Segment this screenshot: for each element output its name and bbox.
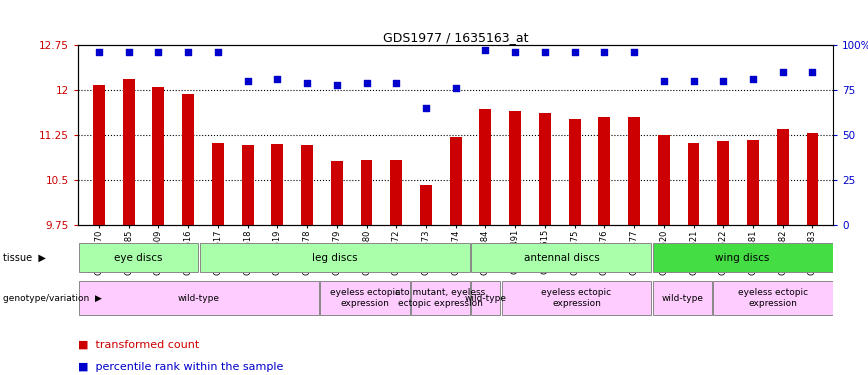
Bar bbox=[777, 129, 789, 225]
Bar bbox=[806, 133, 819, 225]
Point bbox=[92, 49, 106, 55]
Point bbox=[151, 49, 165, 55]
Point bbox=[330, 82, 344, 88]
Text: ■  transformed count: ■ transformed count bbox=[78, 340, 200, 350]
Bar bbox=[471, 281, 501, 315]
Bar bbox=[200, 243, 470, 272]
Bar bbox=[471, 243, 652, 272]
Text: leg discs: leg discs bbox=[312, 253, 358, 263]
Point bbox=[122, 49, 135, 55]
Point bbox=[419, 105, 433, 111]
Point bbox=[568, 49, 582, 55]
Point bbox=[359, 80, 373, 86]
Bar bbox=[658, 135, 670, 225]
Point bbox=[776, 69, 790, 75]
Point bbox=[628, 49, 641, 55]
Point bbox=[389, 80, 403, 86]
Text: eyeless ectopic
expression: eyeless ectopic expression bbox=[330, 288, 400, 308]
Bar bbox=[747, 140, 759, 225]
Bar bbox=[653, 281, 712, 315]
Bar bbox=[360, 160, 372, 225]
Bar bbox=[212, 143, 224, 225]
Bar bbox=[510, 111, 521, 225]
Bar bbox=[320, 281, 410, 315]
Point bbox=[270, 76, 284, 82]
Point bbox=[806, 69, 819, 75]
Point bbox=[716, 78, 730, 84]
Bar bbox=[713, 281, 832, 315]
Point bbox=[687, 78, 700, 84]
Title: GDS1977 / 1635163_at: GDS1977 / 1635163_at bbox=[383, 31, 529, 44]
Bar bbox=[272, 144, 283, 225]
Bar bbox=[502, 281, 652, 315]
Bar bbox=[79, 281, 319, 315]
Bar bbox=[479, 109, 491, 225]
Point bbox=[597, 49, 611, 55]
Point bbox=[449, 85, 463, 91]
Bar bbox=[628, 117, 640, 225]
Bar bbox=[569, 119, 581, 225]
Bar bbox=[717, 141, 729, 225]
Text: eye discs: eye discs bbox=[115, 253, 163, 263]
Text: genotype/variation  ▶: genotype/variation ▶ bbox=[3, 294, 102, 303]
Point bbox=[509, 49, 523, 55]
Text: antennal discs: antennal discs bbox=[523, 253, 599, 263]
Bar bbox=[411, 281, 470, 315]
Point bbox=[181, 49, 195, 55]
Point bbox=[240, 78, 254, 84]
Point bbox=[538, 49, 552, 55]
Bar bbox=[182, 94, 194, 225]
Bar bbox=[539, 113, 551, 225]
Bar bbox=[241, 145, 253, 225]
Point bbox=[478, 47, 492, 53]
Bar bbox=[450, 137, 462, 225]
Text: eyeless ectopic
expression: eyeless ectopic expression bbox=[738, 288, 808, 308]
Bar bbox=[687, 143, 700, 225]
Text: tissue  ▶: tissue ▶ bbox=[3, 253, 45, 263]
Bar bbox=[391, 160, 402, 225]
Bar bbox=[331, 161, 343, 225]
Text: ato mutant, eyeless
ectopic expression: ato mutant, eyeless ectopic expression bbox=[396, 288, 486, 308]
Bar bbox=[153, 87, 164, 225]
Text: wing discs: wing discs bbox=[715, 253, 770, 263]
Text: ■  percentile rank within the sample: ■ percentile rank within the sample bbox=[78, 363, 284, 372]
Point bbox=[211, 49, 225, 55]
Bar bbox=[653, 243, 832, 272]
Point bbox=[657, 78, 671, 84]
Bar bbox=[79, 243, 199, 272]
Point bbox=[300, 80, 314, 86]
Text: eyeless ectopic
expression: eyeless ectopic expression bbox=[542, 288, 612, 308]
Text: wild-type: wild-type bbox=[178, 294, 220, 303]
Text: wild-type: wild-type bbox=[465, 294, 507, 303]
Bar bbox=[598, 117, 610, 225]
Text: wild-type: wild-type bbox=[661, 294, 703, 303]
Bar bbox=[93, 85, 105, 225]
Bar bbox=[420, 185, 432, 225]
Bar bbox=[122, 79, 135, 225]
Point bbox=[746, 76, 760, 82]
Bar bbox=[301, 145, 313, 225]
